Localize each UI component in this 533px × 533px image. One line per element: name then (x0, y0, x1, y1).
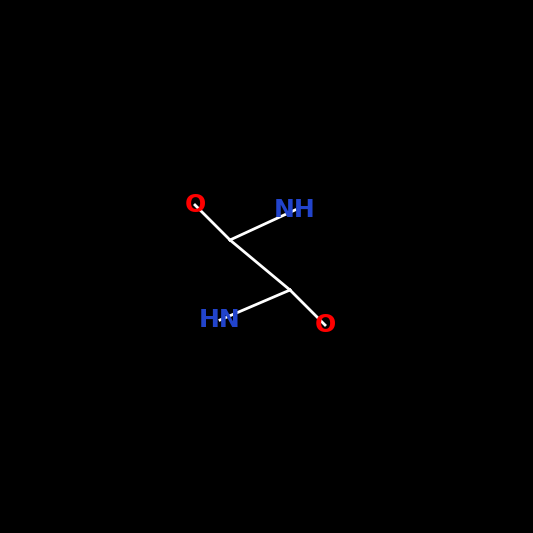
Text: NH: NH (274, 198, 316, 222)
Text: O: O (314, 313, 336, 337)
Text: HN: HN (199, 308, 241, 332)
Text: O: O (184, 193, 206, 217)
